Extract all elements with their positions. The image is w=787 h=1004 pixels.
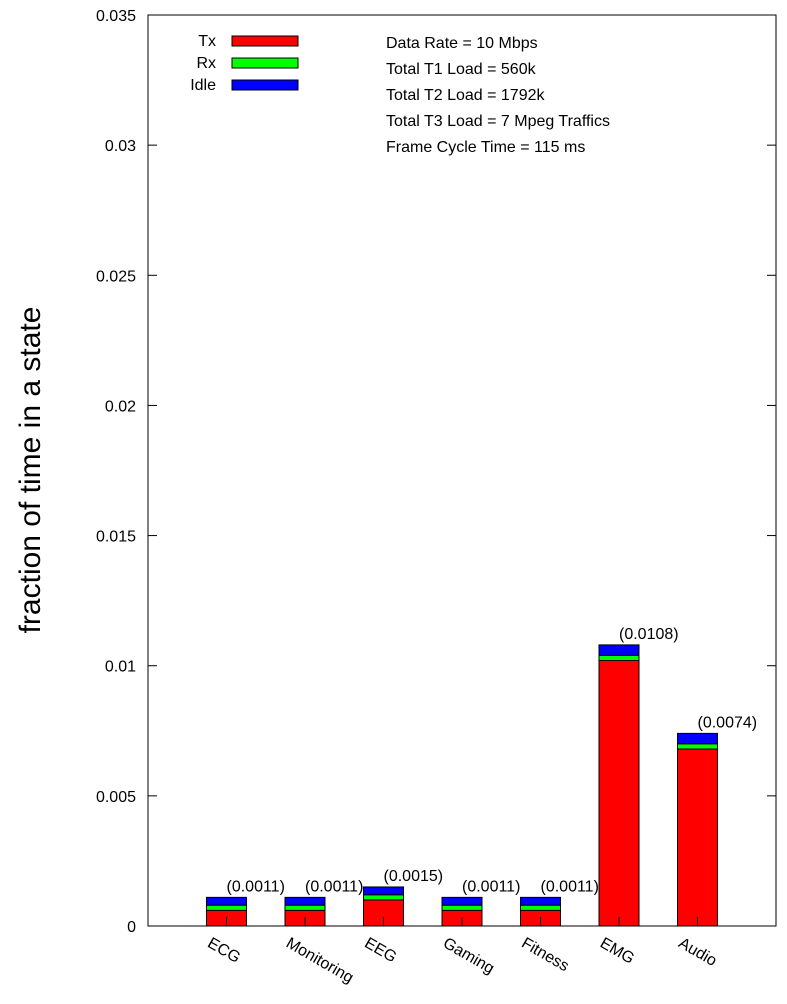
bar-segment <box>441 896 483 906</box>
data-label: (0.0011) <box>541 878 599 895</box>
legend-swatch <box>231 57 299 69</box>
legend-label: Idle <box>190 77 216 94</box>
legend-swatch <box>231 79 299 91</box>
data-label: (0.0015) <box>384 868 444 885</box>
annotation: Total T3 Load = 7 Mpeg Traffics <box>386 113 610 130</box>
bar-segment <box>206 896 247 906</box>
x-tick-label: Gaming <box>440 935 497 978</box>
y-tick-label: 0.01 <box>105 659 136 676</box>
y-tick-label: 0.035 <box>96 8 136 25</box>
x-tick-label: ECG <box>205 935 244 967</box>
bar-segment <box>284 904 326 911</box>
y-tick-label: 0.03 <box>105 138 136 155</box>
bar-segment <box>677 748 718 927</box>
y-tick-label: 0.015 <box>96 529 136 546</box>
data-label: (0.0074) <box>698 714 758 731</box>
legend-swatch <box>231 35 299 47</box>
bar-segment <box>677 732 718 745</box>
plot-frame <box>147 14 777 927</box>
annotation: Frame Cycle Time = 115 ms <box>386 139 585 156</box>
bar-segment <box>441 904 483 911</box>
y-axis-label: fraction of time in a state <box>14 307 47 634</box>
bar-segment <box>363 886 404 896</box>
x-tick-label: Monitoring <box>283 935 356 987</box>
legend-label: Tx <box>198 33 216 50</box>
bar-segment <box>363 894 404 901</box>
bar-segment <box>206 904 247 911</box>
annotation: Data Rate = 10 Mbps <box>386 35 538 52</box>
y-tick-label: 0 <box>127 919 136 936</box>
bar-segment <box>598 654 640 662</box>
bar-segment <box>677 743 718 750</box>
x-tick-label: Audio <box>676 935 720 970</box>
bar-segment <box>598 644 640 656</box>
legend-label: Rx <box>196 55 216 72</box>
data-label: (0.0011) <box>227 878 285 895</box>
x-tick-label: EEG <box>362 935 400 967</box>
bar-segment <box>520 904 561 911</box>
bar-segment <box>284 896 326 906</box>
bar-segment <box>598 660 640 927</box>
y-tick-label: 0.02 <box>105 398 136 415</box>
annotation: Total T1 Load = 560k <box>386 61 537 78</box>
y-tick-label: 0.005 <box>96 789 136 806</box>
bar-segment <box>520 896 561 906</box>
data-label: (0.0011) <box>305 878 363 895</box>
data-label: (0.0011) <box>462 878 520 895</box>
y-tick-label: 0.025 <box>96 268 136 285</box>
x-tick-label: EMG <box>597 935 637 968</box>
x-tick-label: Fitness <box>519 935 572 976</box>
annotation: Total T2 Load = 1792k <box>386 87 545 104</box>
data-label: (0.0108) <box>619 626 679 643</box>
